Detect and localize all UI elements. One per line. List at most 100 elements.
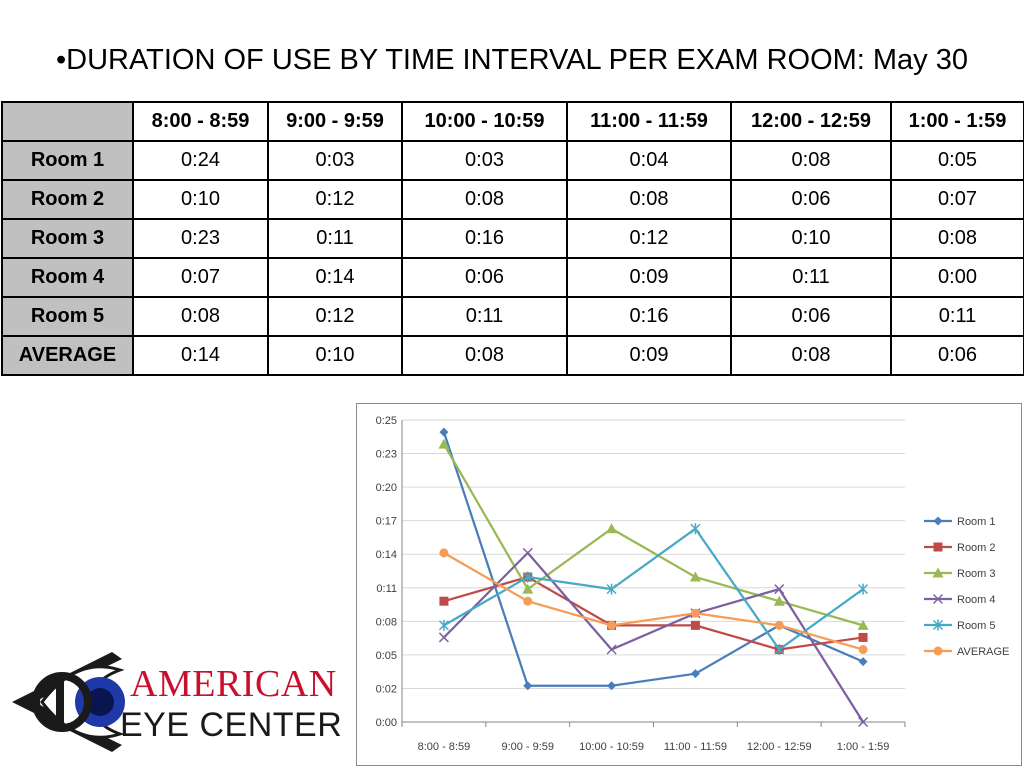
x-tick-label: 12:00 - 12:59 (747, 741, 812, 753)
column-header: 1:00 - 1:59 (890, 101, 1024, 142)
y-tick-label: 0:14 (376, 549, 397, 561)
table-cell: 0:08 (401, 335, 568, 376)
table-cell: 0:11 (267, 218, 403, 259)
table-cell: 0:16 (401, 218, 568, 259)
table-cell: 0:05 (890, 140, 1024, 181)
line-chart: 0:00 0:02 0:05 0:08 0:11 0:14 0:17 0:20 0:23 0:25… (356, 403, 1022, 766)
data-point (858, 645, 868, 655)
table-header-row: 8:00 - 8:59 9:00 - 9:59 10:00 - 10:59 11… (1, 101, 1024, 142)
y-tick-label: 0:23 (376, 449, 397, 461)
legend-label: Room 3 (957, 568, 996, 580)
series-line (443, 575, 864, 651)
table-row: Room 3 0:23 0:11 0:16 0:12 0:10 0:08 (1, 218, 1024, 259)
table-cell: 0:23 (132, 218, 269, 259)
row-label: Room 4 (1, 257, 134, 298)
table-cell: 0:07 (890, 179, 1024, 220)
legend-marker (932, 567, 944, 578)
table-cell: 0:08 (730, 140, 892, 181)
data-point (690, 669, 700, 679)
eye-icon (12, 652, 125, 752)
legend-label: Room 2 (957, 542, 996, 554)
series-line (443, 527, 864, 651)
y-tick-label: 0:20 (376, 482, 397, 494)
legend-marker (933, 542, 943, 552)
legend-marker (933, 646, 943, 656)
series-line (442, 431, 864, 687)
logo-text-american: AMERICAN (130, 663, 337, 705)
table-cell: 0:08 (401, 179, 568, 220)
table-cell: 0:04 (566, 140, 732, 181)
table-cell: 0:12 (267, 296, 403, 337)
slide-title: •DURATION OF USE BY TIME INTERVAL PER EX… (55, 44, 968, 76)
table-cell: 0:06 (401, 257, 568, 298)
table-cell: 0:08 (890, 218, 1024, 259)
table-row: Room 2 0:10 0:12 0:08 0:08 0:06 0:07 (1, 179, 1024, 220)
y-tick-label: 0:08 (376, 616, 397, 628)
table-cell: 0:08 (730, 335, 892, 376)
legend-marker (932, 619, 944, 631)
data-point (522, 547, 533, 558)
legend-marker (933, 516, 943, 526)
data-point (438, 619, 449, 631)
row-label: Room 3 (1, 218, 134, 259)
table-row: Room 5 0:08 0:12 0:11 0:16 0:06 0:11 (1, 296, 1024, 337)
data-point (606, 523, 618, 534)
american-eye-center-logo: AMERICAN EYE CENTER (2, 640, 342, 765)
table-corner-cell (1, 101, 134, 142)
table-row: AVERAGE 0:14 0:10 0:08 0:09 0:08 0:06 (1, 335, 1024, 376)
table-cell: 0:06 (730, 179, 892, 220)
data-point (522, 571, 533, 583)
table-cell: 0:12 (566, 218, 732, 259)
table-cell: 0:16 (566, 296, 732, 337)
table-cell: 0:08 (132, 296, 269, 337)
column-header: 10:00 - 10:59 (401, 101, 568, 142)
table-cell: 0:11 (890, 296, 1024, 337)
data-point (606, 583, 617, 595)
legend-label: Room 5 (957, 620, 996, 632)
x-tick-label: 1:00 - 1:59 (837, 741, 890, 753)
column-header: 8:00 - 8:59 (132, 101, 269, 142)
table-cell: 0:24 (132, 140, 269, 181)
data-point (858, 657, 868, 667)
data-point (690, 523, 701, 535)
data-point (690, 620, 700, 630)
y-tick-label: 0:02 (376, 683, 397, 695)
x-tick-label: 10:00 - 10:59 (579, 741, 644, 753)
data-point (774, 644, 785, 656)
table-cell: 0:11 (730, 257, 892, 298)
table-cell: 0:12 (267, 179, 403, 220)
table-row: Room 4 0:07 0:14 0:06 0:09 0:11 0:00 (1, 257, 1024, 298)
legend-marker (932, 593, 944, 605)
table-cell: 0:11 (401, 296, 568, 337)
table-cell: 0:06 (890, 335, 1024, 376)
row-label: Room 1 (1, 140, 134, 181)
row-label: Room 5 (1, 296, 134, 337)
column-header: 12:00 - 12:59 (730, 101, 892, 142)
data-point (439, 427, 449, 437)
series-line (443, 551, 865, 723)
x-tick-label: 11:00 - 11:59 (664, 741, 727, 753)
table-cell: 0:10 (267, 335, 403, 376)
data-point (774, 620, 784, 630)
table-cell: 0:14 (267, 257, 403, 298)
table-cell: 0:00 (890, 257, 1024, 298)
x-tick-label: 9:00 - 9:59 (501, 741, 554, 753)
y-tick-label: 0:00 (376, 717, 397, 729)
table-cell: 0:08 (566, 179, 732, 220)
series-line (442, 443, 864, 627)
data-point (439, 596, 449, 606)
line-chart-svg: 0:00 0:02 0:05 0:08 0:11 0:14 0:17 0:20 0:23 0:25… (376, 415, 1010, 753)
data-point (523, 681, 533, 691)
row-label: Room 2 (1, 179, 134, 220)
y-tick-label: 0:25 (376, 415, 397, 427)
row-label: AVERAGE (1, 335, 134, 376)
x-tick-label: 8:00 - 8:59 (418, 741, 471, 753)
table-cell: 0:03 (401, 140, 568, 181)
data-point (858, 632, 868, 642)
data-point (606, 644, 617, 655)
data-point (773, 595, 785, 606)
table-cell: 0:07 (132, 257, 269, 298)
logo-graphic (12, 652, 125, 752)
y-tick-label: 0:11 (376, 583, 397, 595)
y-tick-label: 0:05 (376, 650, 397, 662)
